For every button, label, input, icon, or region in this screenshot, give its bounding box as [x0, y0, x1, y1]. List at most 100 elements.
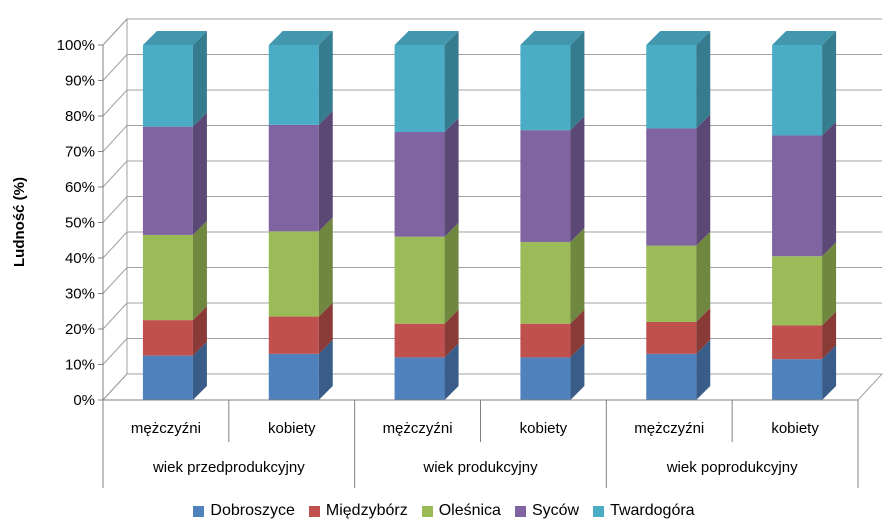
bar-side [318, 339, 333, 400]
y-tick-label: 60% [65, 179, 95, 196]
bar-segment-syców [142, 112, 207, 235]
bar-side [444, 343, 459, 400]
bar-side [318, 31, 333, 125]
gridline-side [102, 302, 128, 330]
bar-top [646, 31, 711, 45]
y-axis-label: Ludność (%) [11, 177, 28, 267]
bar-top [520, 31, 585, 45]
gridline-side [102, 267, 128, 294]
gridline-side [102, 338, 128, 365]
bar-face [142, 45, 193, 127]
y-tick-label: 20% [65, 321, 95, 338]
bar-side [192, 31, 207, 127]
bar-side [444, 309, 459, 358]
bar-segment-międzybórz [646, 307, 711, 354]
bar-segment-oleśnica [394, 222, 459, 324]
bar-segment-międzybórz [520, 309, 585, 358]
bar-face [646, 45, 697, 129]
bar-segment-dobroszyce [394, 343, 459, 400]
bar-side [444, 31, 459, 132]
y-tick-label: 40% [65, 250, 95, 267]
bar-side [822, 311, 837, 360]
legend-swatch [308, 505, 320, 517]
x-group-label: wiek przedprodukcyjny [152, 459, 305, 476]
bar-face [772, 325, 823, 360]
x-category-label: mężczyźni [634, 420, 704, 437]
gridline-side [102, 231, 128, 259]
bar-top [772, 31, 837, 45]
bar-side [822, 242, 837, 326]
bar-segment-międzybórz [142, 306, 207, 356]
x-group-label: wiek poprodukcyjny [666, 459, 798, 476]
y-tick-label: 100% [57, 37, 95, 54]
bar-segment-oleśnica [268, 217, 333, 317]
bar-side [318, 302, 333, 354]
legend-item: Twardogóra [593, 502, 695, 520]
legend-label: Syców [531, 502, 580, 519]
bar-segment-dobroszyce [142, 341, 207, 400]
legend-item: Syców [514, 502, 580, 520]
bar-segment-międzybórz [394, 309, 459, 358]
bar-side [318, 110, 333, 232]
y-axis-ticks: 0% 10% 20% 30% 40% 50% 60% 70% 80% 90% 100% [57, 37, 104, 409]
bar-face [394, 323, 445, 358]
bar-segment-twardogóra [520, 31, 585, 131]
bar-face [646, 353, 697, 400]
x-category-label: mężczyźni [383, 420, 453, 437]
bar-side [696, 339, 711, 400]
bar-segment-syców [394, 117, 459, 237]
bar-face [772, 135, 823, 257]
legend-label: Dobroszyce [210, 502, 295, 519]
bar-side [570, 343, 585, 400]
bar-side [696, 31, 711, 129]
bar-face [268, 45, 319, 125]
gridline-side [102, 373, 128, 401]
bar-segment-oleśnica [142, 220, 207, 321]
bar-face [142, 234, 193, 321]
y-tick-label: 70% [65, 144, 95, 161]
bar-face [772, 256, 823, 326]
bar-side [192, 220, 207, 321]
bar-segment-oleśnica [646, 231, 711, 322]
bar-face [520, 130, 571, 243]
bar-face [142, 320, 193, 356]
bar-segment-twardogóra [646, 31, 711, 129]
legend-swatch [421, 505, 433, 517]
gridline-side [102, 125, 128, 152]
bar-segment-międzybórz [268, 302, 333, 354]
legend-item: Międzybórz [308, 502, 408, 520]
x-axis: mężczyźni kobiety mężczyźni kobiety mężczyźn… [102, 399, 859, 488]
bar-side [696, 114, 711, 246]
legend-item: Oleśnica [421, 502, 501, 520]
bar-segment-oleśnica [772, 242, 837, 326]
gridline-side [102, 196, 128, 223]
y-tick-label: 50% [65, 215, 95, 232]
bar-side [192, 112, 207, 235]
stacked-bar-chart: 0% 10% 20% 30% 40% 50% 60% 70% 80% 90% 100% mężczy… [11, 17, 884, 488]
chart-walls [101, 17, 884, 402]
bar-side [696, 231, 711, 322]
bar-side [570, 31, 585, 131]
bar-segment-dobroszyce [268, 339, 333, 400]
bar-face [520, 323, 571, 358]
bar-side [192, 306, 207, 356]
legend-swatch [193, 505, 205, 517]
bar-face [646, 128, 697, 246]
legend: Dobroszyce Międzybórz Oleśnica Syców Twardog… [0, 500, 888, 522]
bar-face [394, 45, 445, 132]
bar-side [696, 307, 711, 354]
bar-face [268, 124, 319, 232]
bar-side [570, 116, 585, 243]
bar-face [520, 45, 571, 131]
gridline-side [102, 54, 128, 81]
gridline-side [102, 18, 128, 46]
legend-swatch [593, 505, 605, 517]
bar-side [822, 31, 837, 136]
y-tick-label: 30% [65, 286, 95, 303]
bar-face [772, 359, 823, 400]
gridline-side [102, 89, 128, 117]
legend-item: Dobroszyce [193, 502, 295, 520]
bar-face [520, 242, 571, 324]
gridlines [102, 18, 882, 401]
bar-segment-syców [646, 114, 711, 246]
